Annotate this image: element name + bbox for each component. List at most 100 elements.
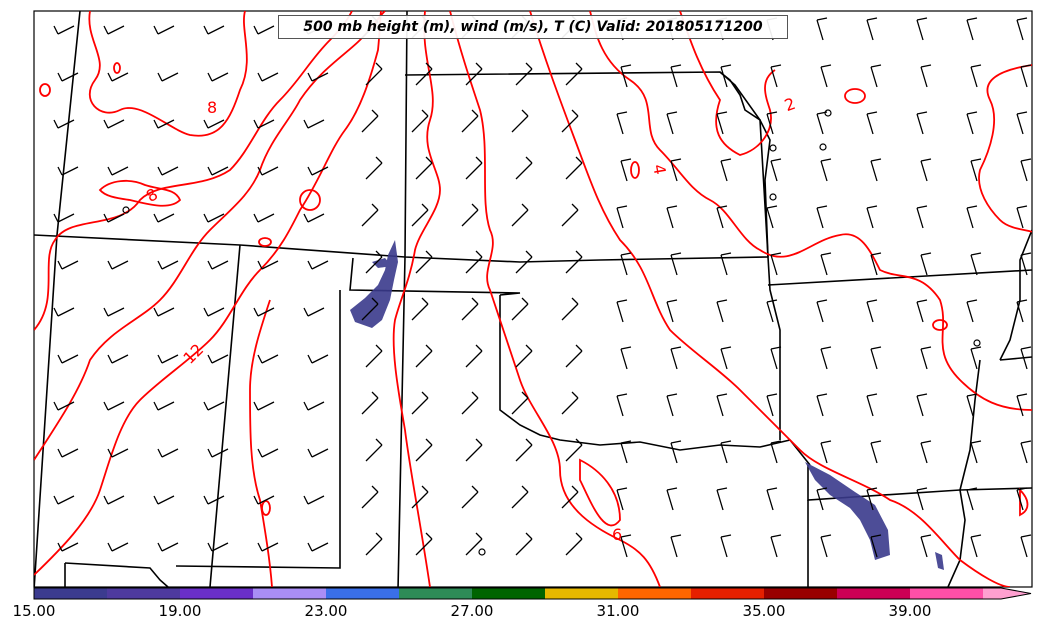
wind-barb bbox=[870, 346, 882, 370]
wind-barbs bbox=[53, 15, 1032, 558]
wind-barb bbox=[916, 393, 928, 417]
wind-barb bbox=[816, 393, 828, 417]
wind-barb bbox=[1020, 534, 1032, 558]
wind-barb bbox=[153, 119, 175, 129]
wind-barb bbox=[157, 260, 179, 270]
wind-barb bbox=[515, 156, 533, 180]
wind-barb bbox=[411, 391, 429, 415]
wind-barb bbox=[770, 346, 782, 370]
wind-barb bbox=[920, 64, 932, 88]
wind-barb bbox=[203, 495, 225, 505]
wind-barb bbox=[670, 534, 682, 558]
wind-barb bbox=[153, 401, 175, 411]
colorbar-tick-label: 27.00 bbox=[450, 602, 494, 620]
wind-barb bbox=[53, 25, 75, 35]
wind-barb bbox=[966, 487, 978, 511]
wind-barb bbox=[103, 401, 125, 411]
wind-barb bbox=[866, 17, 878, 41]
wind-barb bbox=[253, 401, 275, 411]
wind-barb bbox=[820, 252, 832, 276]
wind-barb bbox=[870, 158, 882, 182]
colorbar-segment bbox=[180, 588, 253, 599]
wind-barb bbox=[720, 64, 732, 88]
wind-barb bbox=[716, 111, 728, 135]
wind-barb bbox=[465, 62, 483, 86]
wind-barb bbox=[720, 346, 732, 370]
precip-shading bbox=[350, 240, 944, 570]
map-frame bbox=[33, 10, 1033, 588]
wind-barb bbox=[103, 25, 125, 35]
wind-barb bbox=[766, 111, 778, 135]
wind-barb bbox=[1016, 299, 1028, 323]
wind-barb bbox=[666, 299, 678, 323]
wind-barb bbox=[465, 532, 483, 556]
wind-barb bbox=[365, 532, 383, 556]
wind-barb bbox=[920, 534, 932, 558]
wind-barb bbox=[616, 299, 628, 323]
wind-barb bbox=[670, 158, 682, 182]
wind-barb bbox=[716, 487, 728, 511]
colorbar-tick-label: 31.00 bbox=[596, 602, 640, 620]
wind-barb bbox=[766, 299, 778, 323]
colorbar-segment bbox=[326, 588, 399, 599]
wind-barb bbox=[670, 252, 682, 276]
wind-barb bbox=[565, 156, 583, 180]
wind-barb bbox=[916, 205, 928, 229]
wind-barb bbox=[820, 64, 832, 88]
wind-barb bbox=[361, 391, 379, 415]
wind-barb bbox=[57, 72, 79, 82]
wind-barb bbox=[511, 109, 529, 133]
colorbar-segment bbox=[253, 588, 326, 599]
wind-barb bbox=[866, 299, 878, 323]
wind-barb bbox=[511, 203, 529, 227]
wind-barb bbox=[461, 391, 479, 415]
colorbar-segment bbox=[545, 588, 618, 599]
wind-barb bbox=[203, 213, 225, 223]
map-title: 500 mb height (m), wind (m/s), T (C) Val… bbox=[278, 15, 788, 39]
wind-barb bbox=[720, 534, 732, 558]
colorbar-segment bbox=[910, 588, 983, 599]
colorbar-tick-label: 23.00 bbox=[304, 602, 348, 620]
wind-barb bbox=[970, 346, 982, 370]
wind-barb bbox=[411, 297, 429, 321]
wind-barb bbox=[257, 542, 279, 552]
wind-barb bbox=[716, 299, 728, 323]
wind-barb bbox=[257, 166, 279, 176]
wind-barb bbox=[816, 205, 828, 229]
wind-barb bbox=[565, 438, 583, 462]
wind-barb bbox=[620, 64, 632, 88]
wind-barb bbox=[465, 250, 483, 274]
wind-barb bbox=[307, 354, 329, 364]
wind-barb bbox=[257, 448, 279, 458]
colorbar-segment bbox=[764, 588, 837, 599]
wind-barb bbox=[107, 260, 129, 270]
wind-barb bbox=[620, 440, 632, 464]
wind-barb bbox=[916, 111, 928, 135]
wind-barb bbox=[307, 260, 329, 270]
wind-barb bbox=[970, 64, 982, 88]
wind-barb bbox=[257, 72, 279, 82]
wind-barb bbox=[1020, 252, 1032, 276]
wind-barb bbox=[920, 252, 932, 276]
wind-barb bbox=[916, 299, 928, 323]
wind-barb bbox=[203, 307, 225, 317]
wind-barb bbox=[57, 260, 79, 270]
wind-barb bbox=[153, 495, 175, 505]
wind-barb bbox=[207, 448, 229, 458]
wind-barb bbox=[411, 485, 429, 509]
wind-barb bbox=[411, 203, 429, 227]
temperature-contours bbox=[34, 11, 1032, 587]
wind-barb bbox=[1016, 205, 1028, 229]
wind-barb bbox=[666, 393, 678, 417]
wind-barb bbox=[303, 495, 325, 505]
wind-barb bbox=[870, 534, 882, 558]
wind-barb bbox=[770, 440, 782, 464]
wind-barb bbox=[720, 252, 732, 276]
contour-label: 6 bbox=[612, 525, 622, 544]
wind-barb bbox=[57, 354, 79, 364]
wind-barb bbox=[465, 344, 483, 368]
wind-barb bbox=[365, 344, 383, 368]
wind-barb bbox=[565, 532, 583, 556]
wind-barb bbox=[666, 111, 678, 135]
